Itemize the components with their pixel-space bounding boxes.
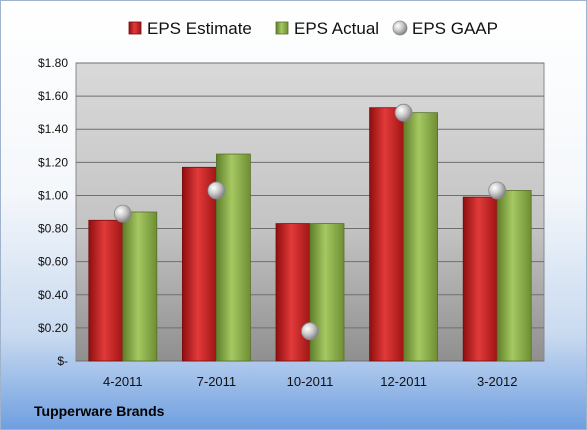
legend-swatch [392, 20, 408, 36]
x-tick-label: 7-2011 [197, 374, 237, 389]
x-tick-label: 3-2012 [477, 374, 517, 389]
point-eps-gaap [301, 322, 319, 341]
y-tick-label: $0.20 [38, 321, 68, 335]
legend-item-eps-gaap: EPS GAAP [392, 19, 498, 38]
y-tick-label: $1.60 [38, 89, 68, 103]
y-tick-label: $- [57, 354, 68, 368]
legend-swatch [128, 21, 142, 35]
y-tick-label: $0.80 [38, 222, 68, 236]
bar-eps-actual [309, 223, 345, 362]
legend-label: EPS GAAP [412, 19, 498, 38]
gaap-points [113, 103, 507, 341]
legend: EPS Estimate EPS Actual EPS GAAP [128, 19, 498, 38]
legend-label: EPS Estimate [147, 19, 252, 38]
bars [88, 107, 532, 362]
bar-eps-estimate [369, 107, 405, 362]
y-tick-label: $1.20 [38, 155, 68, 169]
point-eps-gaap [207, 181, 226, 200]
bar-eps-actual [122, 211, 158, 362]
legend-item-eps-actual: EPS Actual [275, 19, 379, 38]
y-tick-label: $0.40 [38, 288, 68, 302]
y-axis: $- $0.20 $0.40 $0.60 $0.80 $1.00 $1.20 $1.40 $1.… [38, 56, 68, 368]
x-tick-label: 4-2011 [103, 374, 143, 389]
x-tick-label: 12-2011 [380, 374, 427, 389]
legend-item-eps-estimate: EPS Estimate [128, 19, 252, 38]
y-tick-label: $1.40 [38, 122, 68, 136]
bar-eps-estimate [275, 223, 311, 362]
y-tick-label: $1.80 [38, 56, 68, 70]
bar-eps-estimate [88, 219, 124, 362]
legend-swatch [275, 21, 289, 35]
point-eps-gaap [113, 204, 132, 223]
bar-eps-estimate [462, 196, 498, 362]
company-name: Tupperware Brands [34, 403, 165, 419]
legend-label: EPS Actual [294, 19, 379, 38]
x-axis: 4-2011 7-2011 10-2011 12-2011 3-2012 [103, 374, 517, 389]
bar-eps-estimate [181, 166, 217, 362]
point-eps-gaap [488, 181, 507, 200]
x-tick-label: 10-2011 [287, 374, 334, 389]
point-eps-gaap [394, 103, 413, 122]
y-tick-label: $1.00 [38, 188, 68, 202]
y-tick-label: $0.60 [38, 255, 68, 269]
bar-eps-actual [496, 190, 532, 362]
bar-eps-actual [403, 112, 439, 362]
